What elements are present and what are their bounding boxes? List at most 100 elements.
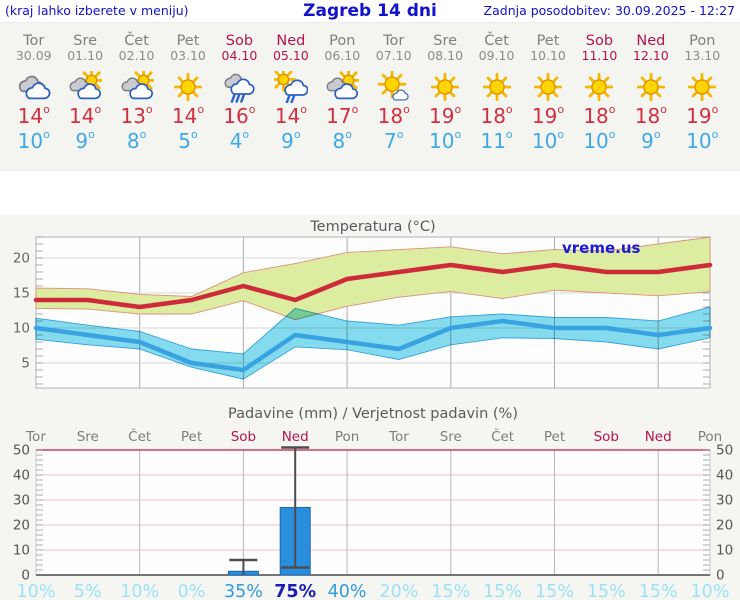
day-column: Pon 06.10 17o 8o <box>317 23 368 170</box>
svg-text:Tor: Tor <box>388 429 409 445</box>
low-temp: 5o <box>178 128 198 153</box>
svg-text:Sob: Sob <box>594 429 619 445</box>
max-temp-range-band <box>35 236 711 321</box>
low-temp: 4o <box>229 128 250 153</box>
day-column: Tor 30.09 14o 10o <box>8 23 59 170</box>
day-name: Sob <box>585 33 614 49</box>
sunny-icon <box>431 72 460 102</box>
page-title: Zagreb 14 dni <box>303 1 437 21</box>
precip-probability: 75% <box>274 582 316 600</box>
day-name: Ned <box>276 33 306 49</box>
partly-cloudy-icon <box>69 71 103 100</box>
day-column: Čet 09.10 18o 11o <box>471 23 522 170</box>
low-temp: 8o <box>332 128 352 153</box>
precip-probability: 15% <box>587 582 626 600</box>
svg-text:Ned: Ned <box>282 429 309 445</box>
high-temp: 19o <box>429 103 462 128</box>
temperature-chart: 5 10 15 20 Temperatura (°C) vreme.us <box>13 219 713 389</box>
day-date: 12.10 <box>632 48 669 63</box>
sunny-icon <box>585 72 614 102</box>
low-temp: 10o <box>531 128 565 153</box>
day-date: 06.10 <box>324 48 361 63</box>
day-date: 07.10 <box>375 48 412 63</box>
precip-gridlines <box>36 449 710 576</box>
precip-probability: 10% <box>691 582 730 600</box>
temp-chart-title: Temperatura (°C) <box>309 219 435 235</box>
svg-text:50: 50 <box>716 443 733 459</box>
low-temp: 10o <box>429 128 462 153</box>
precip-probability: 15% <box>431 582 470 600</box>
last-update-label: Zadnja posodobitev: 30.09.2025 - 12:27 <box>483 3 735 18</box>
precip-probability: 15% <box>483 582 522 600</box>
day-name: Pon <box>689 33 716 49</box>
sunny-icon <box>173 72 203 102</box>
precip-probability: 35% <box>224 582 263 600</box>
day-date: 05.10 <box>272 48 309 63</box>
day-date: 11.10 <box>581 48 618 63</box>
svg-text:50: 50 <box>13 443 30 459</box>
svg-text:10: 10 <box>13 321 30 337</box>
high-temp: 18o <box>583 103 616 128</box>
charts-section: 5 10 15 20 Temperatura (°C) vreme.us 0 0 10 10 20… <box>0 215 740 600</box>
temp-y-labels: 5 10 15 20 <box>13 251 30 372</box>
svg-text:Tor: Tor <box>25 429 46 445</box>
day-name: Tor <box>23 33 45 49</box>
min-temp-line <box>33 318 713 373</box>
location-menu-note: (kraj lahko izberete v meniju) <box>5 3 189 18</box>
partly-cloudy-icon <box>326 71 360 100</box>
svg-text:Čet: Čet <box>128 427 151 445</box>
precip-probability: 20% <box>379 582 418 600</box>
low-temp: 10o <box>686 128 719 153</box>
day-column: Sre 01.10 14o 9o <box>59 23 110 170</box>
low-temp: 7o <box>383 128 404 153</box>
day-name: Čet <box>484 33 509 49</box>
day-date: 13.10 <box>684 48 721 63</box>
watermark-link[interactable]: vreme.us <box>562 239 641 257</box>
svg-text:Sre: Sre <box>440 429 462 445</box>
high-temp: 19o <box>686 103 719 128</box>
header: (kraj lahko izberete v meniju) Zagreb 14… <box>0 0 740 22</box>
svg-text:Sob: Sob <box>231 429 256 445</box>
day-name: Sre <box>433 33 458 49</box>
sunny-icon <box>482 72 511 102</box>
svg-text:40: 40 <box>13 468 30 484</box>
low-temp: 9o <box>75 128 95 153</box>
svg-text:Pon: Pon <box>335 429 359 445</box>
svg-text:30: 30 <box>13 493 30 509</box>
low-temp: 11o <box>480 128 513 153</box>
precip-probability: 10% <box>120 582 159 600</box>
sunny-icon <box>636 72 665 102</box>
day-column: Sob 11.10 18o 10o <box>574 23 625 170</box>
svg-text:Pet: Pet <box>181 429 202 445</box>
day-column: Čet 02.10 13o 8o <box>111 23 162 170</box>
day-name: Ned <box>636 33 666 49</box>
day-name: Pon <box>329 33 356 49</box>
svg-text:20: 20 <box>716 518 733 534</box>
svg-text:10: 10 <box>13 543 30 559</box>
day-date: 01.10 <box>67 48 104 63</box>
low-temp: 9o <box>641 128 661 153</box>
precip-probability: 5% <box>74 582 102 600</box>
svg-text:Čet: Čet <box>491 427 514 445</box>
day-date: 02.10 <box>118 48 155 63</box>
high-temp: 18o <box>377 103 410 128</box>
precip-plot-area <box>35 449 711 576</box>
precip-day-labels: Tor Sre Čet Pet Sob Ned Pon Tor Sre Čet Pet Sob Ned P… <box>25 427 722 445</box>
svg-text:Sre: Sre <box>77 429 99 445</box>
partly-cloudy-icon <box>121 71 154 100</box>
precip-y-labels: 0 0 10 10 20 20 30 30 40 40 50 50 <box>13 443 733 584</box>
precip-probability-row: 10% 5% 10% 0% 35% 75% 40% 20% 15% 15% 15% 15% 15% 10% <box>17 582 730 600</box>
forecast-strip: Tor 30.09 14o 10o Sre 01.10 14o 9o Čet 0… <box>0 22 740 171</box>
svg-text:5: 5 <box>21 356 30 372</box>
sunny-icon <box>533 72 563 102</box>
day-date: 03.10 <box>170 48 206 63</box>
day-column: Ned 12.10 18o 9o <box>625 23 676 170</box>
high-temp: 14o <box>171 103 205 128</box>
svg-text:Pet: Pet <box>544 429 565 445</box>
day-name: Tor <box>383 33 405 49</box>
day-column: Pet 03.10 14o 5o <box>162 23 213 170</box>
precip-probability: 40% <box>328 582 367 600</box>
day-name: Sob <box>225 33 254 49</box>
high-temp: 19o <box>531 103 565 128</box>
precip-whiskers <box>229 446 310 575</box>
